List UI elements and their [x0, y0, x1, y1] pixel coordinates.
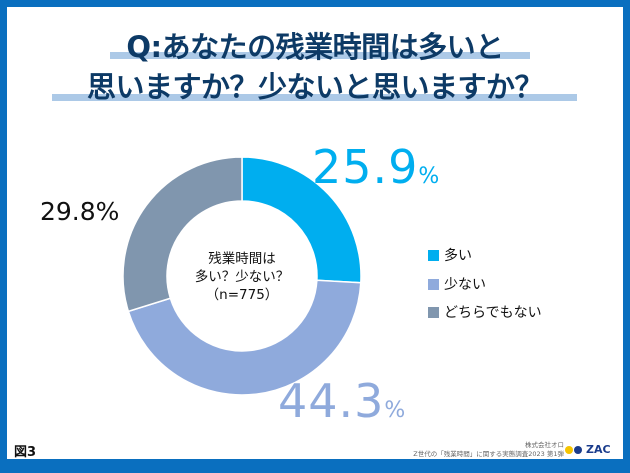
donut-slice-2	[127, 279, 362, 396]
zac-logo: ZAC	[565, 443, 611, 456]
legend-swatch	[428, 249, 439, 261]
donut-slice-3	[122, 156, 243, 313]
credit-company: 株式会社オロ	[525, 441, 564, 449]
legend-label: 少ない	[444, 277, 486, 293]
page-title: 思いますか？少ないと思いますか？	[86, 70, 544, 104]
value-label: 44.3	[278, 374, 385, 428]
value-label: 25.9	[312, 140, 419, 194]
legend-swatch	[428, 278, 439, 290]
figure-label: 図3	[14, 445, 37, 460]
credit: 株式会社オロ Z世代の「残業時間」に関する実態調査2023 第1弾	[413, 441, 564, 459]
value-label-neither: 29.8%	[40, 197, 120, 226]
legend-item: どちらでもない	[428, 302, 542, 322]
unit-label: %	[384, 398, 407, 423]
legend-label: どちらでもない	[444, 305, 542, 321]
value-label-ooi: 25.9%	[312, 140, 440, 194]
legend-item: 少ない	[428, 274, 486, 294]
center-label-line: 多い？少ない？	[194, 269, 290, 285]
legend-item: 多い	[428, 245, 472, 265]
page-title: Q:あなたの残業時間は多いと	[126, 30, 504, 64]
credit-survey: Z世代の「残業時間」に関する実態調査2023 第1弾	[413, 450, 564, 458]
value-label-sukunai: 44.3%	[278, 374, 406, 428]
center-label-line: 残業時間は	[208, 251, 276, 267]
unit-label: %	[418, 164, 441, 189]
legend-swatch	[428, 306, 439, 318]
logo-dot-blue	[574, 445, 582, 454]
logo-text: ZAC	[586, 443, 611, 456]
title-highlight	[52, 94, 577, 101]
logo-dot-yellow	[565, 445, 573, 454]
legend-label: 多い	[444, 248, 472, 264]
donut-slice-1	[241, 156, 362, 284]
title-highlight	[110, 52, 530, 59]
center-label-line: （n=775）	[205, 287, 279, 303]
center-label: 残業時間は 多い？少ない？ （n=775）	[167, 250, 317, 304]
